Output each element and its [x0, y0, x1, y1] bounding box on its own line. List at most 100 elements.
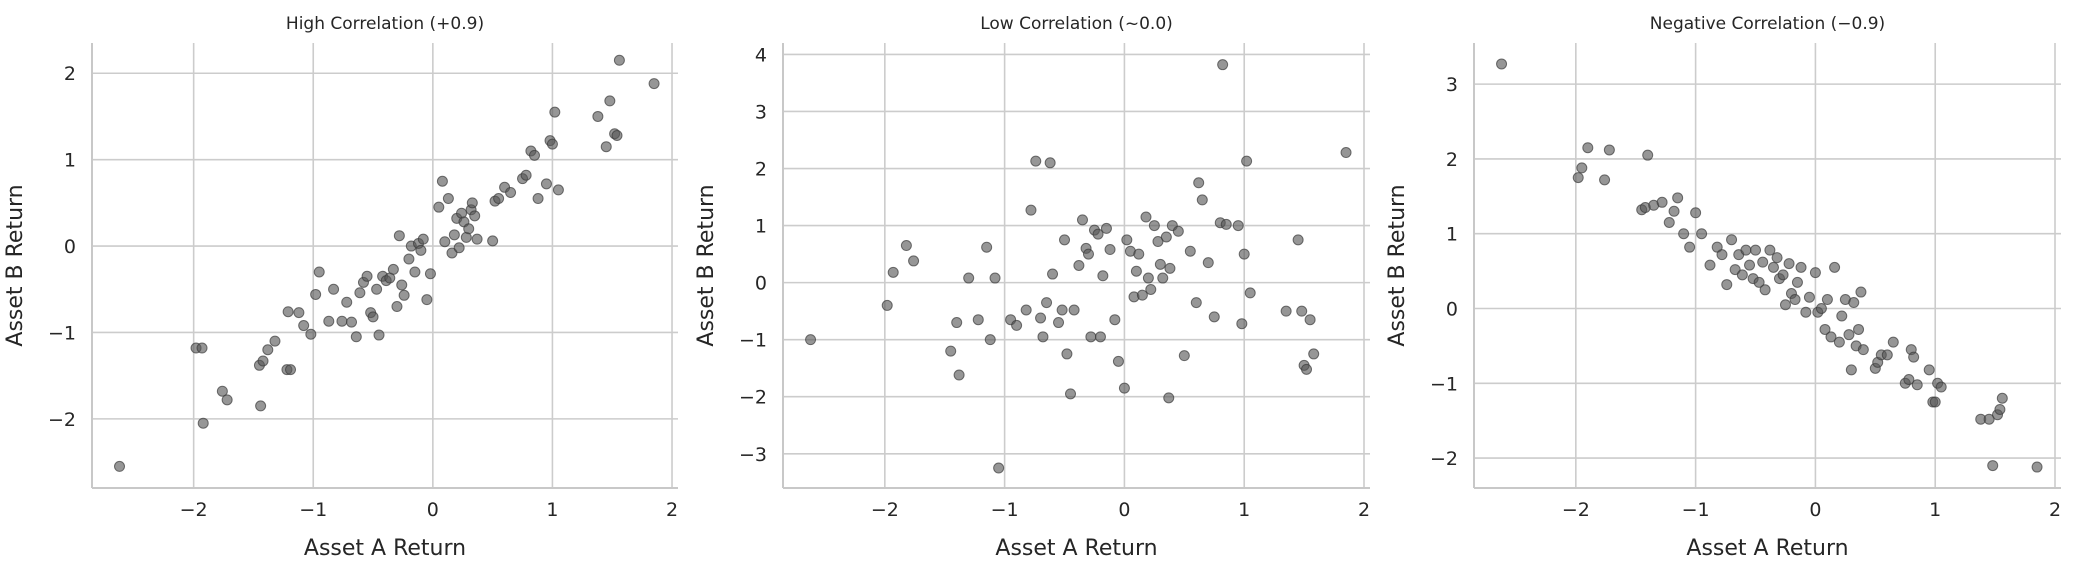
- data-point: [1771, 252, 1783, 264]
- data-point: [1085, 331, 1097, 343]
- data-point: [361, 270, 373, 282]
- data-point: [1232, 220, 1244, 232]
- x-tick-label: 1: [1929, 499, 1941, 521]
- data-point: [1779, 299, 1791, 311]
- data-point: [1800, 306, 1812, 318]
- data-point: [1193, 177, 1205, 189]
- y-tick-label: −2: [48, 409, 76, 431]
- data-point: [1140, 211, 1152, 223]
- data-point: [1308, 348, 1320, 360]
- data-point: [398, 289, 410, 301]
- data-point: [1576, 162, 1588, 174]
- data-point: [1789, 294, 1801, 306]
- data-point: [1656, 196, 1668, 208]
- data-point: [1178, 350, 1190, 362]
- x-tick-label: 1: [1238, 499, 1250, 521]
- data-point: [1663, 216, 1675, 228]
- data-point: [1217, 59, 1229, 71]
- y-tick-label: 1: [64, 150, 76, 172]
- y-tick-label: −1: [739, 330, 767, 352]
- data-point: [549, 106, 561, 118]
- data-point: [1100, 222, 1112, 234]
- data-point: [887, 266, 899, 278]
- data-point: [1496, 58, 1508, 70]
- data-point: [1672, 192, 1684, 204]
- data-point: [1035, 312, 1047, 324]
- x-tick-label: −2: [180, 499, 208, 521]
- data-point: [1853, 323, 1865, 335]
- data-point: [993, 462, 1005, 474]
- data-point: [1059, 234, 1071, 246]
- data-point: [592, 110, 604, 122]
- data-point: [984, 334, 996, 346]
- y-tick-label: −2: [739, 387, 767, 409]
- data-point: [1994, 403, 2006, 415]
- x-axis-label: Asset A Return: [304, 536, 466, 561]
- y-tick-label: 3: [1446, 74, 1458, 96]
- data-point: [528, 149, 540, 161]
- data-point: [216, 385, 228, 397]
- data-point: [1094, 331, 1106, 343]
- data-point: [396, 279, 408, 291]
- data-point: [900, 240, 912, 252]
- x-axis-label: Asset A Return: [995, 536, 1157, 561]
- data-point: [373, 329, 385, 341]
- data-point: [1753, 276, 1765, 288]
- data-point: [1845, 364, 1857, 376]
- y-tick-label: 3: [755, 101, 767, 123]
- data-point: [600, 141, 612, 153]
- data-point: [1109, 314, 1121, 326]
- data-point: [1783, 258, 1795, 270]
- data-point: [1825, 331, 1837, 343]
- data-point: [1935, 381, 1947, 393]
- data-point: [1047, 268, 1059, 280]
- data-point: [1887, 336, 1899, 348]
- data-point: [1767, 261, 1779, 273]
- data-point: [1777, 269, 1789, 281]
- data-point: [1726, 234, 1738, 246]
- data-point: [463, 223, 475, 235]
- data-point: [313, 266, 325, 278]
- data-point: [1202, 257, 1214, 269]
- data-point: [1160, 231, 1172, 243]
- data-point: [257, 355, 269, 367]
- data-point: [1582, 142, 1594, 154]
- data-point: [1340, 147, 1352, 159]
- data-point: [1803, 291, 1815, 303]
- data-point: [1044, 157, 1056, 169]
- y-tick-label: 2: [64, 63, 76, 85]
- data-point: [487, 235, 499, 247]
- data-point: [1112, 355, 1124, 367]
- x-tick-label: 0: [1118, 499, 1130, 521]
- data-point: [367, 311, 379, 323]
- x-tick-label: −1: [991, 499, 1019, 521]
- data-point: [1133, 248, 1145, 260]
- data-point: [945, 345, 957, 357]
- data-point: [1056, 304, 1068, 316]
- data-point: [469, 210, 481, 222]
- data-point: [1599, 174, 1611, 186]
- data-point: [221, 394, 233, 406]
- data-point: [1572, 172, 1584, 184]
- data-point: [1184, 245, 1196, 257]
- data-point: [1068, 304, 1080, 316]
- data-point: [1073, 260, 1085, 271]
- data-point: [1304, 314, 1316, 326]
- data-point: [371, 283, 383, 295]
- data-point: [471, 233, 483, 245]
- x-tick-label: −2: [871, 499, 899, 521]
- data-point: [1208, 311, 1220, 323]
- data-point: [1848, 297, 1860, 309]
- y-tick-label: 4: [755, 44, 767, 66]
- data-point: [387, 263, 399, 275]
- data-point: [1280, 305, 1292, 317]
- scatter-panel-1: −2 −1 0 1 2 −2 −1 0 1 2 High Correlation (+0.9) Ass…: [3, 14, 678, 561]
- data-point: [354, 287, 366, 299]
- data-point: [1172, 225, 1184, 237]
- data-point: [881, 299, 893, 311]
- data-point: [1791, 276, 1803, 288]
- x-tick-label: −1: [1682, 499, 1710, 521]
- data-point: [604, 95, 616, 107]
- data-point: [953, 369, 965, 381]
